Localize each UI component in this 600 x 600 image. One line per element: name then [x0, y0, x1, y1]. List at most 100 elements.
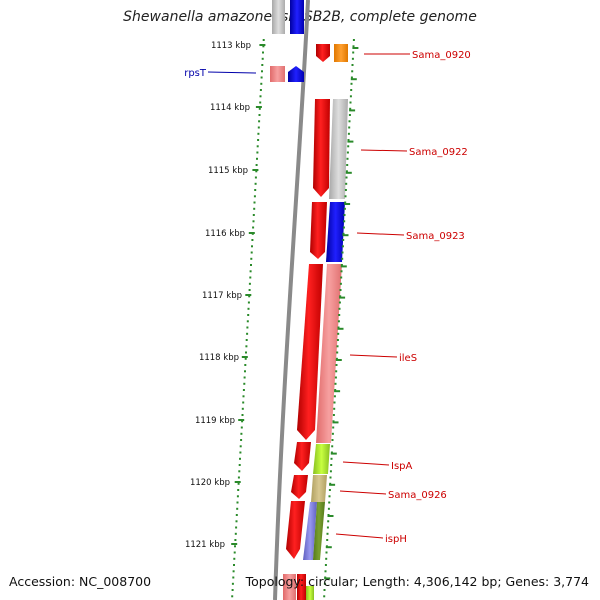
ruler-dot: [247, 301, 250, 304]
ruler-dot: [242, 389, 245, 391]
ruler-label: 1113 kbp: [211, 41, 251, 51]
leader-Sama_0922: [360, 149, 408, 152]
ruler-dot: [325, 551, 328, 554]
ruler-dot: [342, 232, 345, 235]
ruler-dot: [341, 245, 344, 248]
ruler-dot: [323, 589, 326, 591]
ruler-dot: [345, 182, 348, 185]
ruler-dot: [349, 101, 352, 104]
ruler-dot: [341, 251, 344, 254]
ruler-label: 1116 kbp: [205, 229, 245, 239]
ruler-label: 1118 kbp: [199, 353, 239, 363]
ruler-dot: [231, 589, 234, 591]
ruler-dot: [336, 351, 339, 354]
leader-Sama_0923: [356, 232, 405, 236]
ruler-dot: [250, 257, 253, 260]
ruler-dot: [256, 145, 259, 148]
ruler-dot: [338, 314, 341, 316]
ruler-dot: [346, 164, 349, 166]
ruler-dot: [334, 382, 337, 385]
ruler-dot: [255, 170, 258, 173]
ruler-dot: [333, 407, 336, 410]
ruler-dot: [237, 489, 240, 491]
ruler-dot: [326, 532, 329, 535]
ruler-dot: [331, 439, 334, 441]
leader-lines: [207, 53, 410, 539]
ruler-dot: [324, 570, 327, 573]
ruler-dot: [350, 82, 353, 85]
red-gene: [286, 501, 305, 559]
ruler-dot: [346, 151, 349, 154]
ruler-dot: [337, 326, 340, 329]
ruler-label: 1114 kbp: [210, 103, 250, 113]
ruler-dot: [246, 320, 249, 323]
gene-label-ileS: ileS: [399, 353, 417, 364]
grey-gene: [272, 0, 285, 34]
yellowgreen-gene: [306, 586, 314, 600]
ruler-dot: [242, 395, 245, 398]
genome-summary-text: Topology: circular; Length: 4,306,142 bp…: [245, 574, 589, 589]
ruler-dot: [261, 70, 263, 73]
ruler-dot: [251, 239, 254, 241]
ruler-dot: [340, 264, 343, 266]
ruler-dot: [254, 189, 257, 191]
ruler-dot: [339, 295, 342, 298]
ruler-dot: [255, 164, 258, 166]
ruler-dot: [335, 370, 338, 373]
ruler-dot: [258, 107, 261, 110]
ruler-dot: [240, 426, 243, 429]
leader-Sama_0926: [339, 490, 387, 495]
ruler-dot: [246, 326, 249, 329]
ruler-label: 1117 kbp: [202, 291, 242, 301]
ruler-dot: [333, 395, 336, 398]
ruler-dot: [261, 64, 264, 66]
ruler-dot: [349, 95, 352, 98]
ruler-dot: [232, 576, 235, 579]
gene-rpsT: [270, 66, 285, 82]
ruler-dot: [337, 332, 340, 335]
ruler-dot: [243, 382, 246, 385]
ruler-dot: [352, 39, 355, 41]
ruler-dot: [335, 357, 338, 360]
ruler-dot: [252, 226, 255, 229]
gene-ispH: [313, 502, 325, 560]
ruler-dot: [249, 270, 252, 273]
ruler-dot: [253, 201, 256, 204]
genome-backbone: [273, 0, 310, 600]
ruler-dot: [326, 539, 329, 541]
ruler-dot: [252, 214, 255, 216]
ruler-dot: [235, 514, 238, 516]
ruler-dot: [330, 464, 333, 466]
ruler-dot: [238, 464, 241, 466]
ruler-dot: [258, 120, 261, 123]
gene-label-Sama_0923: Sama_0923: [406, 231, 465, 242]
ruler-dot: [239, 445, 242, 448]
ruler-dot: [236, 507, 239, 510]
ruler-dot: [342, 239, 345, 241]
gene-label-ispH: ispH: [385, 534, 407, 545]
ruler-dot: [344, 195, 347, 198]
ruler-dot: [327, 507, 330, 510]
leader-ileS: [349, 354, 398, 358]
ruler-dot: [248, 295, 251, 298]
ruler-dot: [330, 457, 333, 460]
ruler-dot: [240, 432, 243, 435]
leader-IspA: [342, 461, 390, 466]
ruler-dot: [236, 501, 239, 504]
ruler-dot: [344, 189, 347, 191]
ruler-dot: [336, 339, 339, 341]
ruler-dot: [234, 545, 236, 548]
blue-gene: [290, 0, 304, 34]
ruler-dot: [243, 376, 246, 379]
ruler-dot: [337, 320, 340, 323]
ruler-dot: [323, 582, 326, 585]
ruler-dot: [324, 564, 327, 566]
ruler-dot: [256, 157, 258, 160]
ruler-dot: [233, 551, 236, 554]
ruler-dot: [331, 432, 334, 435]
ruler-dot: [352, 51, 355, 54]
ruler-dot: [245, 345, 248, 348]
ruler-dot: [333, 401, 336, 404]
ruler-dot: [261, 57, 264, 60]
